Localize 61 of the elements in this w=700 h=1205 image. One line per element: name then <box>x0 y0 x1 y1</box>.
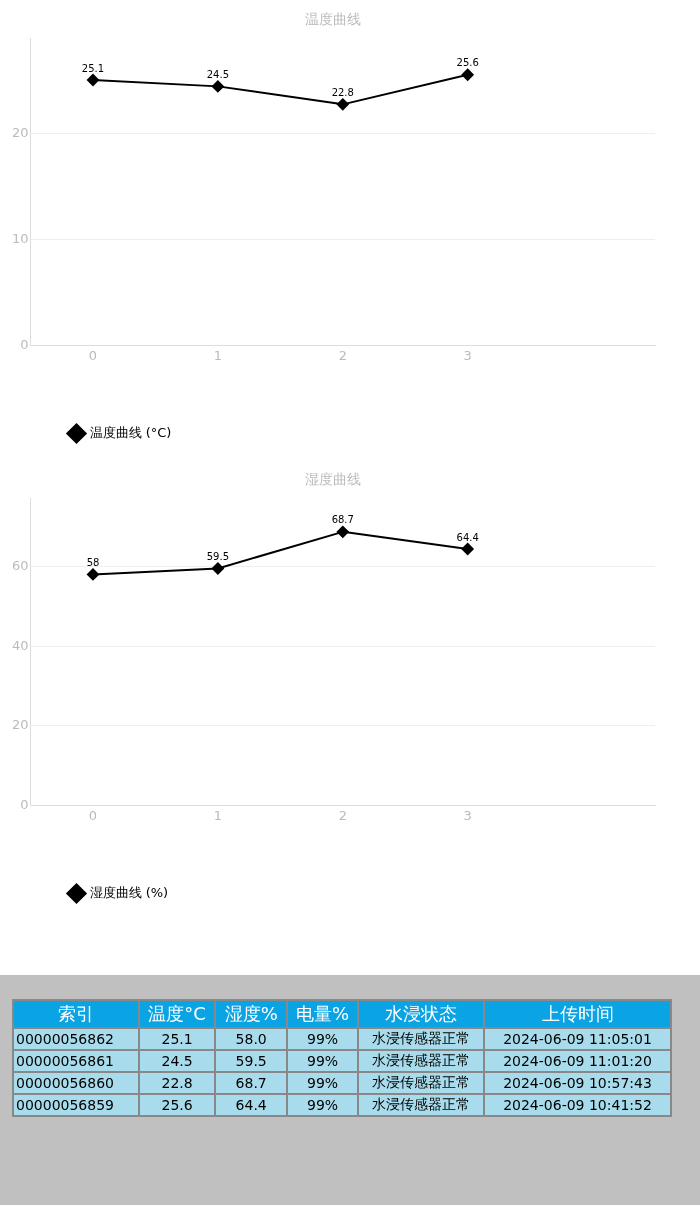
text: 00000056859 <box>16 1097 114 1113</box>
x-tick-label: 3 <box>463 807 472 823</box>
point <box>461 68 474 81</box>
data-label: 22.8 <box>331 86 354 98</box>
text: 68.7 <box>235 1075 267 1091</box>
point <box>336 98 349 111</box>
text: 2024-06-09 10:57:43 <box>503 1075 652 1091</box>
x-tick-label: 1 <box>213 347 223 363</box>
data-label: 25.6 <box>456 57 479 69</box>
text: 水浸传感器正常 <box>372 1030 471 1046</box>
text: 59.5 <box>235 1053 267 1069</box>
category-label: 温度°C <box>138 1000 216 1028</box>
text: 58.0 <box>235 1031 267 1047</box>
chart-title: 温度曲线 <box>304 11 361 28</box>
y-tick-label: 0 <box>20 796 29 812</box>
legend-label: 湿度曲线 (%) <box>89 884 169 900</box>
text: 99% <box>307 1097 339 1113</box>
data-label: 25.1 <box>81 62 105 74</box>
text: 99% <box>307 1053 339 1069</box>
legend-label: 温度曲线 (°C) <box>89 424 172 440</box>
text: 00000056861 <box>16 1053 114 1069</box>
y-tick-label: 20 <box>12 717 29 733</box>
category-label: 索引 <box>13 1000 139 1028</box>
point <box>211 80 224 93</box>
text: 00000056862 <box>16 1031 114 1047</box>
text: 2024-06-09 11:01:20 <box>503 1053 652 1069</box>
text: 25.1 <box>161 1031 193 1047</box>
y-tick-label: 0 <box>20 336 29 352</box>
data-label: 59.5 <box>206 551 230 563</box>
category-label: 水浸状态 <box>358 1000 484 1028</box>
point <box>86 74 99 87</box>
text: 00000056860 <box>16 1075 114 1091</box>
category-label: 电量% <box>286 1000 359 1028</box>
text: 99% <box>307 1075 339 1091</box>
text: 水浸传感器正常 <box>372 1096 471 1112</box>
text: 水浸传感器正常 <box>372 1074 471 1090</box>
text: 99% <box>307 1031 339 1047</box>
x-tick-label: 0 <box>88 347 98 363</box>
text: 2024-06-09 10:41:52 <box>503 1097 652 1113</box>
data-label: 58 <box>86 557 100 569</box>
text: 22.8 <box>161 1075 193 1091</box>
text: 水浸传感器正常 <box>372 1052 471 1068</box>
x-tick-label: 2 <box>338 347 347 363</box>
chart-title: 湿度曲线 <box>304 471 361 488</box>
x-tick-label: 2 <box>338 807 347 823</box>
y-tick-label: 20 <box>12 125 29 141</box>
text: 25.6 <box>161 1097 193 1113</box>
x-tick-label: 1 <box>213 807 223 823</box>
x-tick-label: 3 <box>463 347 472 363</box>
text: 24.5 <box>161 1053 193 1069</box>
data-label: 68.7 <box>331 514 354 526</box>
y-tick-label: 10 <box>12 231 29 247</box>
x-tick-label: 0 <box>88 807 98 823</box>
data-label: 24.5 <box>206 68 230 80</box>
text: 64.4 <box>235 1097 267 1113</box>
y-tick-label: 40 <box>12 637 29 653</box>
category-label: 上传时间 <box>484 1000 671 1028</box>
text: 2024-06-09 11:05:01 <box>503 1031 652 1047</box>
data-label: 64.4 <box>456 531 479 543</box>
category-label: 湿度% <box>215 1000 287 1028</box>
y-tick-label: 60 <box>12 557 29 573</box>
